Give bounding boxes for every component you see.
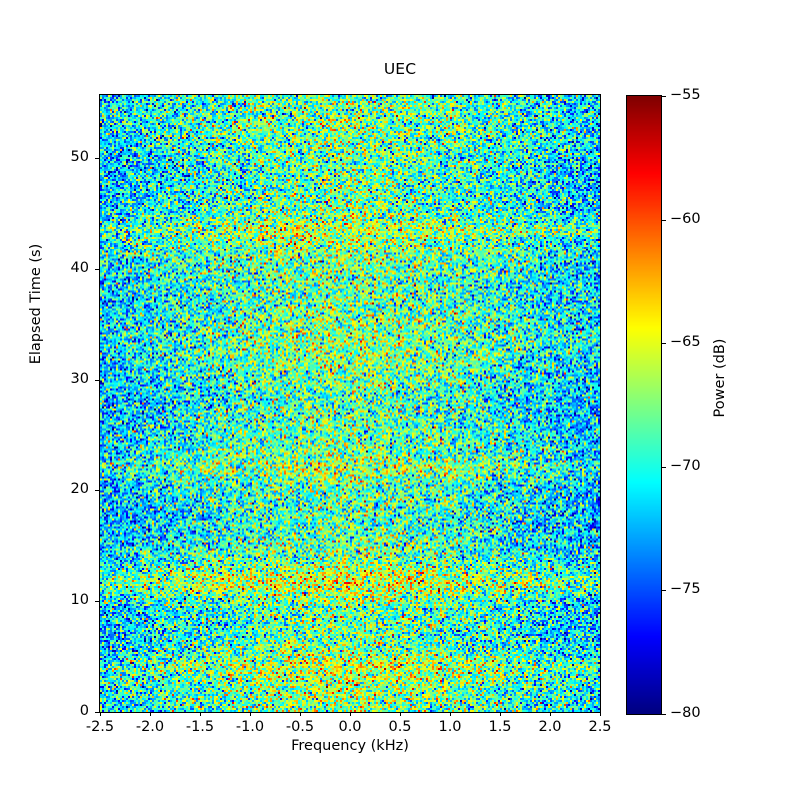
y-tick-label: 30 bbox=[70, 371, 89, 387]
colorbar-gradient bbox=[627, 96, 661, 714]
y-tick-mark bbox=[95, 380, 99, 381]
colorbar-tick-mark bbox=[662, 714, 666, 715]
colorbar-tick-mark bbox=[662, 220, 666, 221]
x-tick-label: 2.0 bbox=[538, 719, 562, 735]
x-tick-mark bbox=[500, 712, 501, 716]
colorbar-tick-mark bbox=[662, 590, 666, 591]
y-tick-mark bbox=[95, 158, 99, 159]
title-line-station: UEC bbox=[383, 60, 417, 78]
y-tick-mark bbox=[95, 601, 99, 602]
x-tick-label: -0.5 bbox=[285, 719, 315, 735]
colorbar-tick-label: −70 bbox=[670, 458, 701, 474]
colorbar-tick-mark bbox=[662, 96, 666, 97]
x-tick-mark bbox=[400, 712, 401, 716]
spectrogram-image bbox=[100, 95, 600, 712]
x-tick-mark bbox=[100, 712, 101, 716]
colorbar-tick-label: −60 bbox=[670, 211, 701, 227]
x-tick-label: -1.0 bbox=[235, 719, 265, 735]
x-tick-mark bbox=[150, 712, 151, 716]
y-tick-label: 10 bbox=[70, 592, 89, 608]
colorbar bbox=[626, 95, 662, 715]
y-tick-mark bbox=[95, 712, 99, 713]
x-tick-mark bbox=[250, 712, 251, 716]
colorbar-tick-label: −65 bbox=[670, 334, 701, 350]
x-tick-label: 0.0 bbox=[338, 719, 362, 735]
colorbar-tick-mark bbox=[662, 467, 666, 468]
x-tick-label: 0.5 bbox=[388, 719, 412, 735]
y-tick-label: 20 bbox=[70, 481, 89, 497]
x-tick-label: -2.5 bbox=[85, 719, 115, 735]
x-tick-mark bbox=[450, 712, 451, 716]
y-axis-label: Elapsed Time (s) bbox=[28, 243, 44, 365]
y-tick-mark bbox=[95, 490, 99, 491]
x-tick-label: -1.5 bbox=[185, 719, 215, 735]
y-tick-label: 50 bbox=[70, 149, 89, 165]
x-tick-mark bbox=[600, 712, 601, 716]
colorbar-tick-label: −55 bbox=[670, 87, 701, 103]
y-tick-label: 40 bbox=[70, 260, 89, 276]
y-tick-mark bbox=[95, 269, 99, 270]
x-tick-label: 1.5 bbox=[488, 719, 512, 735]
y-tick-label: 0 bbox=[79, 703, 89, 719]
x-tick-label: 1.0 bbox=[438, 719, 462, 735]
colorbar-tick-mark bbox=[662, 343, 666, 344]
x-tick-label: -2.0 bbox=[135, 719, 165, 735]
x-tick-mark bbox=[350, 712, 351, 716]
colorbar-tick-label: −75 bbox=[670, 581, 701, 597]
x-axis-label: Frequency (kHz) bbox=[291, 738, 409, 754]
spectrogram-plot-area bbox=[99, 94, 601, 713]
x-tick-mark bbox=[300, 712, 301, 716]
colorbar-label: Power (dB) bbox=[712, 338, 728, 418]
x-tick-mark bbox=[550, 712, 551, 716]
x-tick-label: 2.5 bbox=[588, 719, 612, 735]
x-tick-mark bbox=[200, 712, 201, 716]
colorbar-tick-label: −80 bbox=[670, 705, 701, 721]
